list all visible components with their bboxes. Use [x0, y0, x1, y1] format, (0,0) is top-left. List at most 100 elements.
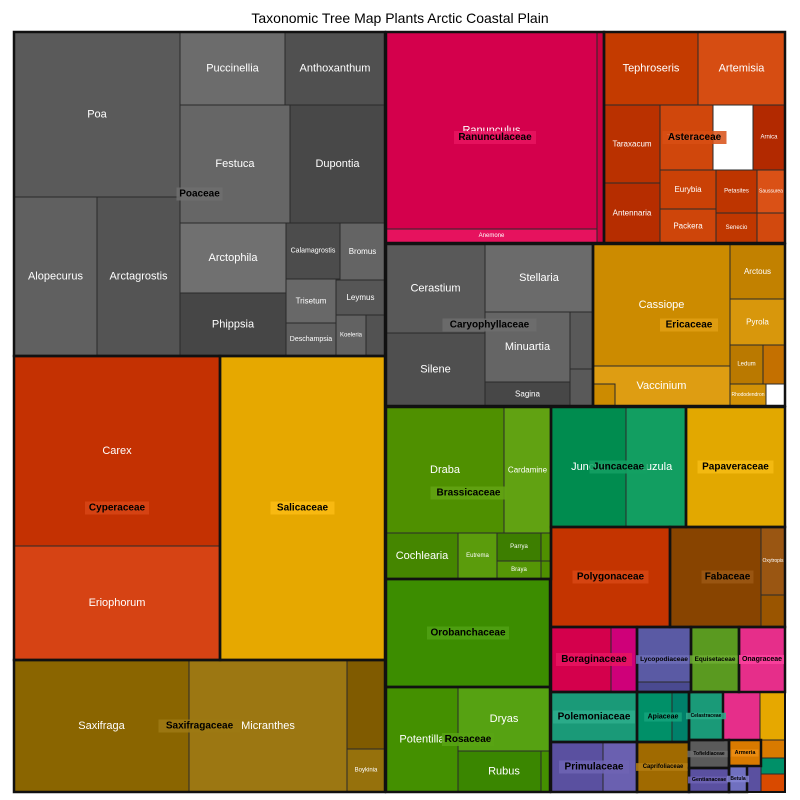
- family-caryophyllaceae[interactable]: Cerastium Stellaria Silene Minuartia Sagina: [385, 243, 594, 407]
- genus-label-minuartia: Minuartia: [505, 341, 551, 353]
- genus-tile-rubus[interactable]: [457, 750, 551, 793]
- genus-label-petasites: Petasites: [724, 189, 749, 195]
- family-label-salicaceae: Salicaceae: [277, 503, 329, 514]
- genus-tile-sagina[interactable]: [484, 381, 571, 407]
- genus-tile-vaccinium[interactable]: [592, 365, 731, 407]
- minor-tile: [540, 750, 551, 793]
- minor-tile: [592, 383, 616, 407]
- family-label-bg: [442, 318, 537, 332]
- genus-label-rubus: Rubus: [488, 766, 520, 778]
- genus-label-arctophila: Arctophila: [209, 252, 259, 264]
- genus-tile-artemisia[interactable]: [697, 31, 786, 106]
- family-border: [727, 738, 763, 768]
- genus-label-antennaria: Antennaria: [613, 209, 652, 218]
- genus-label-carex: Carex: [102, 445, 132, 457]
- genus-tile-leymus[interactable]: [335, 279, 386, 316]
- family-label-bg: [270, 501, 335, 515]
- genus-label-poa: Poa: [87, 109, 107, 121]
- minor-tile: [760, 594, 786, 628]
- genus-tile-calamagrostis[interactable]: [285, 222, 341, 280]
- genus-label-koeleria: Koeleria: [340, 333, 363, 339]
- genus-tile[interactable]: [756, 212, 786, 244]
- family-label-bg: [697, 460, 774, 474]
- genus-tile-deschampsia[interactable]: [285, 322, 337, 357]
- genus-tile-dupontia[interactable]: [289, 104, 386, 224]
- genus-tile-silene[interactable]: [385, 332, 486, 407]
- genus-label-saxifraga: Saxifraga: [78, 720, 125, 732]
- family-juncaceae[interactable]: Juncus Luzula: [550, 406, 687, 528]
- genus-tile-stellaria[interactable]: [484, 243, 594, 313]
- genus-label-alopecurus: Alopecurus: [28, 271, 84, 283]
- minor-tile: [722, 691, 761, 741]
- family-label-bg: [662, 131, 727, 144]
- family-label-bg: [572, 570, 649, 584]
- genus-tile-packera[interactable]: [659, 208, 717, 244]
- family-brassicaceae[interactable]: Draba Cardamine Cochlearia Eutrema Parrya Bra…: [385, 406, 552, 580]
- genus-tile-senecio[interactable]: [715, 212, 758, 244]
- genus-tile-antennaria[interactable]: [603, 182, 661, 244]
- genus-tile-eriophorum[interactable]: [13, 545, 221, 661]
- genus-label-boykinia: Boykinia: [355, 768, 378, 774]
- genus-label-artemisia: Artemisia: [719, 63, 766, 75]
- family-label-lycopodiaceae: Lycopodiaceae: [640, 656, 688, 663]
- family-label-bg: [701, 570, 754, 584]
- genus-label-micranthes: Micranthes: [241, 720, 295, 732]
- minor-tile: [762, 344, 786, 385]
- genus-label-tephroseris: Tephroseris: [623, 63, 680, 75]
- genus-tile[interactable]: [346, 659, 386, 750]
- genus-tile-draba[interactable]: [385, 406, 505, 534]
- family-label-fabaceae: Fabaceae: [705, 572, 751, 583]
- genus-tile-bromus[interactable]: [339, 222, 386, 281]
- genus-tile-ranunculus[interactable]: [385, 31, 598, 230]
- family-poaceae[interactable]: Poa Puccinellia Anthoxanthum Festuca Duponti…: [13, 31, 386, 357]
- minor-tile: [569, 311, 594, 370]
- chart-title: Taxonomic Tree Map Plants Arctic Coastal…: [251, 10, 549, 26]
- family-asteraceae[interactable]: TephroserisArtemisiaTaraxacumTanacetumAr…: [603, 31, 786, 244]
- genus-tile-taraxacum[interactable]: [603, 104, 661, 184]
- genus-tile-koeleria[interactable]: [335, 314, 367, 357]
- family-label-bg: [430, 486, 507, 500]
- family-label-orobanchaceae: Orobanchaceae: [430, 628, 505, 639]
- genus-tile-alopecurus[interactable]: [13, 196, 98, 357]
- family-label-polemoniaceae: Polemoniaceae: [558, 712, 631, 723]
- genus-label-eriophorum: Eriophorum: [89, 597, 146, 609]
- genus-label-packera: Packera: [673, 222, 703, 231]
- minor-tile: [759, 691, 786, 741]
- family-label-betula: Betula: [730, 776, 746, 782]
- genus-label-bromus: Bromus: [349, 247, 377, 256]
- genus-tile[interactable]: [365, 314, 386, 357]
- family-label-ranunculaceae: Ranunculaceae: [458, 132, 532, 143]
- genus-label-arnica: Arnica: [760, 135, 778, 141]
- minor-tile: [746, 765, 762, 793]
- minor-tile: [540, 560, 552, 580]
- family-label-papaveraceae: Papaveraceae: [702, 462, 769, 473]
- minor-tile: [540, 532, 552, 562]
- genus-label-potentilla: Potentilla: [399, 734, 445, 746]
- genus-label-eutrema: Eutrema: [466, 553, 489, 559]
- family-label-bg: [556, 653, 632, 666]
- genus-tile-cochlearia[interactable]: [385, 532, 459, 580]
- genus-label-anemone: Anemone: [479, 233, 505, 239]
- genus-tile-arctous[interactable]: [729, 243, 786, 300]
- family-label-polygonaceae: Polygonaceae: [577, 572, 645, 583]
- family-cyperaceae[interactable]: Carex Eriophorum: [13, 355, 221, 661]
- family-label-juncaceae: Juncaceae: [593, 462, 645, 473]
- genus-tile-saussurea[interactable]: [756, 169, 786, 214]
- family-label-rosaceae: Rosaceae: [445, 734, 492, 745]
- genus-tile-arctagrostis[interactable]: [96, 196, 181, 357]
- genus-tile-trisetum[interactable]: [285, 278, 337, 324]
- genus-label-silene: Silene: [420, 364, 451, 376]
- family-label-caryophyllaceae: Caryophyllaceae: [450, 320, 530, 331]
- genus-tile-oxytropis[interactable]: [760, 526, 786, 596]
- family-label-bg: [636, 655, 692, 664]
- family-label-armeria: Armeria: [735, 750, 757, 756]
- family-label-bg: [739, 654, 785, 665]
- family-label-poaceae: Poaceae: [179, 189, 220, 200]
- genus-tile-festuca[interactable]: [179, 104, 291, 224]
- family-ericaceae[interactable]: Cassiope Vaccinium Arctous Pyrola Ledum Rhodo…: [592, 243, 786, 407]
- genus-label-anthoxanthum: Anthoxanthum: [300, 63, 371, 75]
- genus-tile-arctophila[interactable]: [179, 222, 287, 294]
- family-label-celastraceae: Celastraceae: [691, 713, 722, 719]
